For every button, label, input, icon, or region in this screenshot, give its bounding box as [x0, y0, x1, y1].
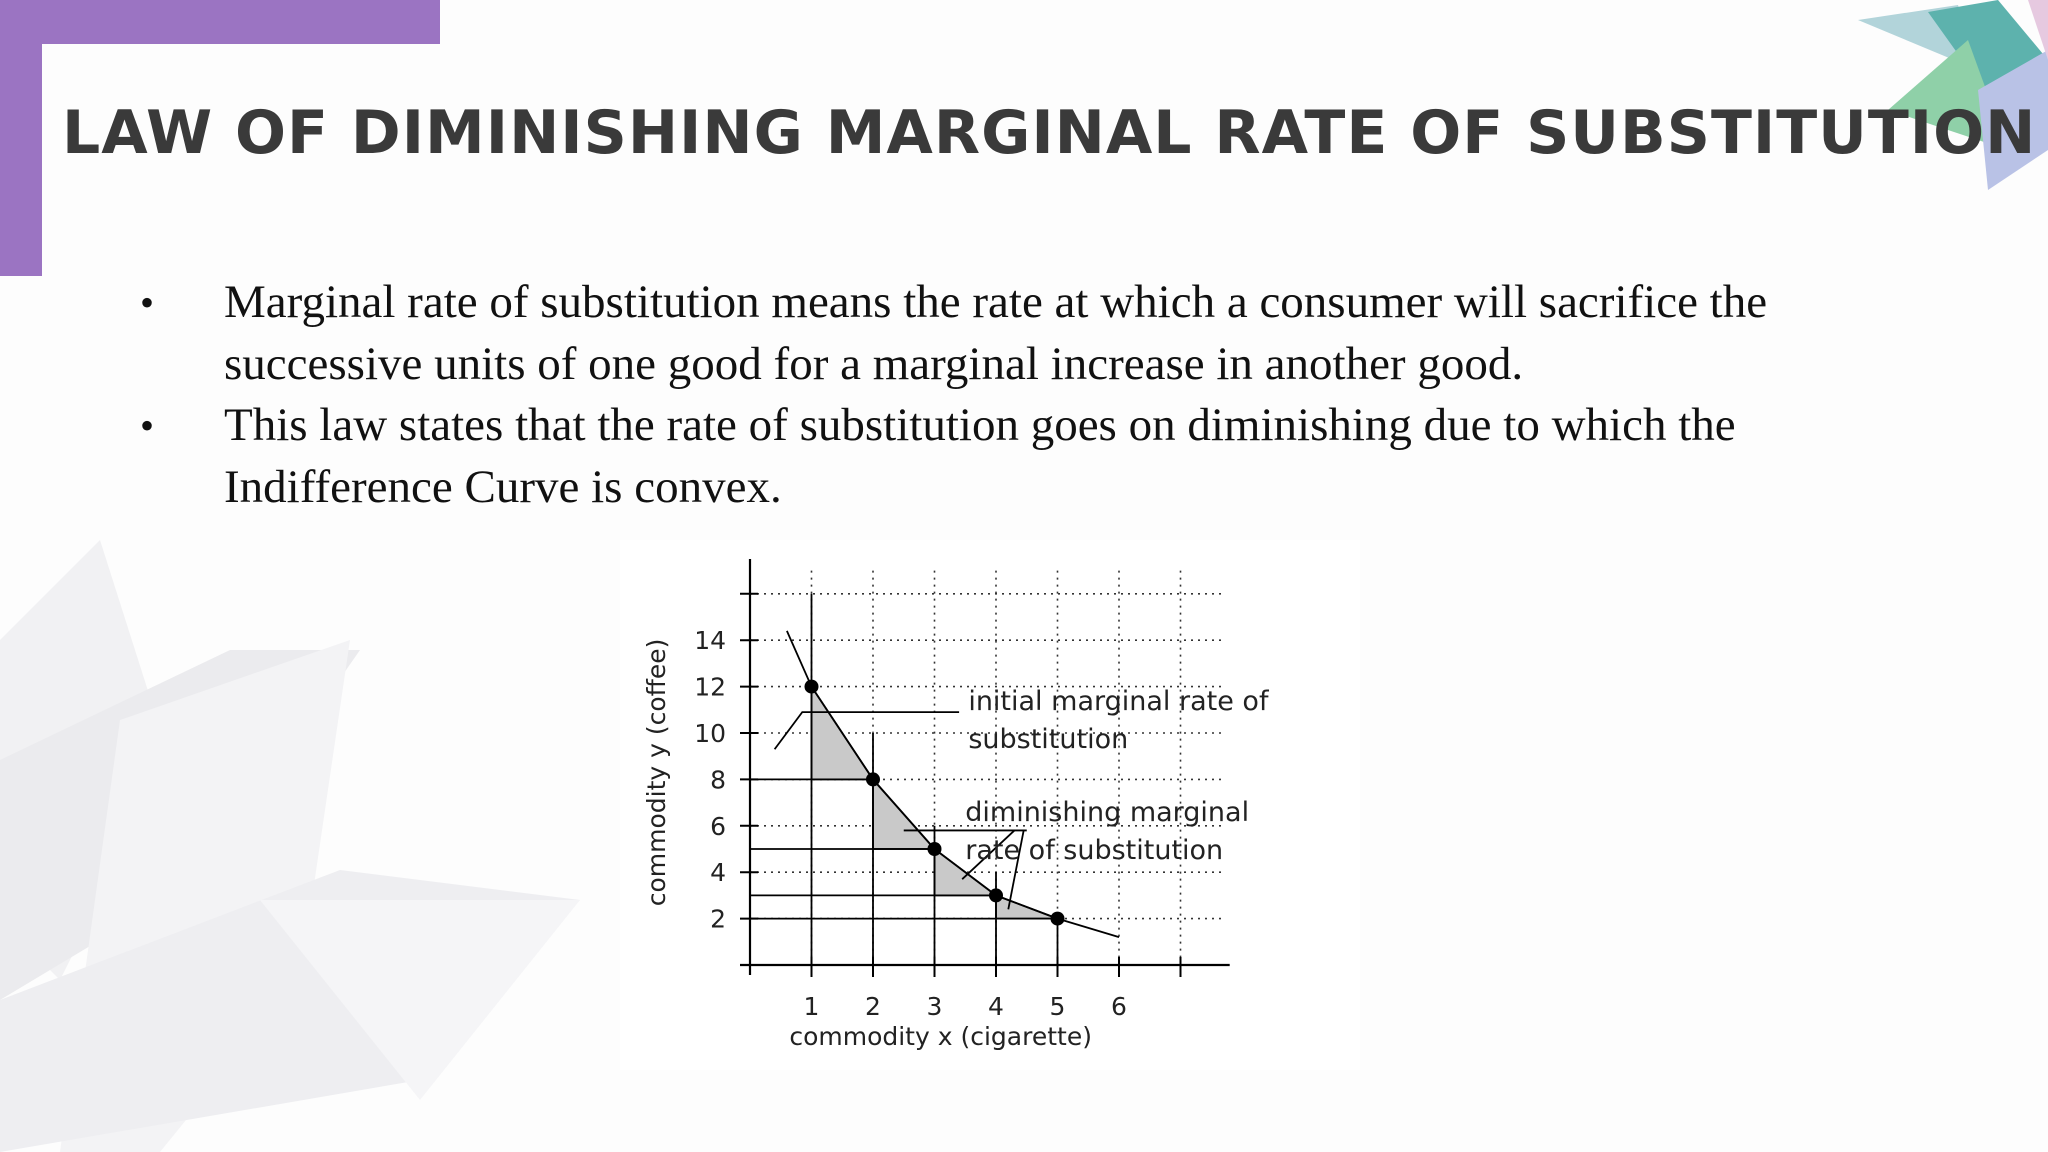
- annotation-leader-line: [773, 711, 960, 750]
- x-axis-label: commodity x (cigarette): [789, 1022, 1092, 1051]
- indifference-curve-chart: 1 2 3 4 5 6 2 4 6 8 10 12 14 commodity x (cigarette) c…: [620, 540, 1360, 1070]
- x-tick-label: 1: [804, 992, 820, 1021]
- y-tick-label: 10: [694, 719, 726, 748]
- x-tick-label: 3: [927, 992, 943, 1021]
- x-tick-label: 6: [1111, 992, 1127, 1021]
- slide-title: LAW OF DIMINISHING MARGINAL RATE OF SUBS…: [62, 98, 2037, 168]
- annotation-text: diminishing marginal: [965, 797, 1249, 828]
- annotation-text: substitution: [968, 724, 1128, 755]
- bullet-list: • Marginal rate of substitution means th…: [140, 272, 1900, 518]
- y-axis-label: commodity y (coffee): [642, 639, 671, 907]
- bullet-text: Marginal rate of substitution means the …: [224, 276, 1768, 390]
- x-tick-label: 2: [865, 992, 881, 1021]
- y-tick-label: 8: [710, 765, 726, 794]
- y-tick-label: 12: [694, 673, 726, 702]
- x-tick-label: 4: [988, 992, 1004, 1021]
- annotation-text: initial marginal rate of: [968, 686, 1270, 717]
- data-point: [866, 772, 880, 787]
- x-tick-label: 5: [1050, 992, 1066, 1021]
- y-tick-label: 2: [710, 905, 726, 934]
- data-point: [1050, 911, 1065, 926]
- bullet-point-icon: •: [140, 280, 155, 325]
- annotation-text: rate of substitution: [965, 835, 1223, 866]
- bullet-item: • This law states that the rate of subst…: [140, 395, 1900, 518]
- data-point: [927, 842, 942, 856]
- bullet-text: This law states that the rate of substit…: [224, 399, 1736, 513]
- data-point: [989, 888, 1003, 903]
- annotation-leader-line: [961, 829, 1016, 880]
- bullet-point-icon: •: [140, 403, 155, 448]
- bullet-item: • Marginal rate of substitution means th…: [140, 272, 1900, 395]
- data-point: [804, 679, 819, 694]
- annotation-leader-line: [1007, 830, 1025, 910]
- corner-star-decoration: [1858, 0, 2048, 190]
- y-tick-label: 6: [710, 812, 726, 841]
- accent-bar: [0, 0, 440, 276]
- y-tick-label: 14: [694, 626, 726, 655]
- y-tick-label: 4: [710, 858, 726, 887]
